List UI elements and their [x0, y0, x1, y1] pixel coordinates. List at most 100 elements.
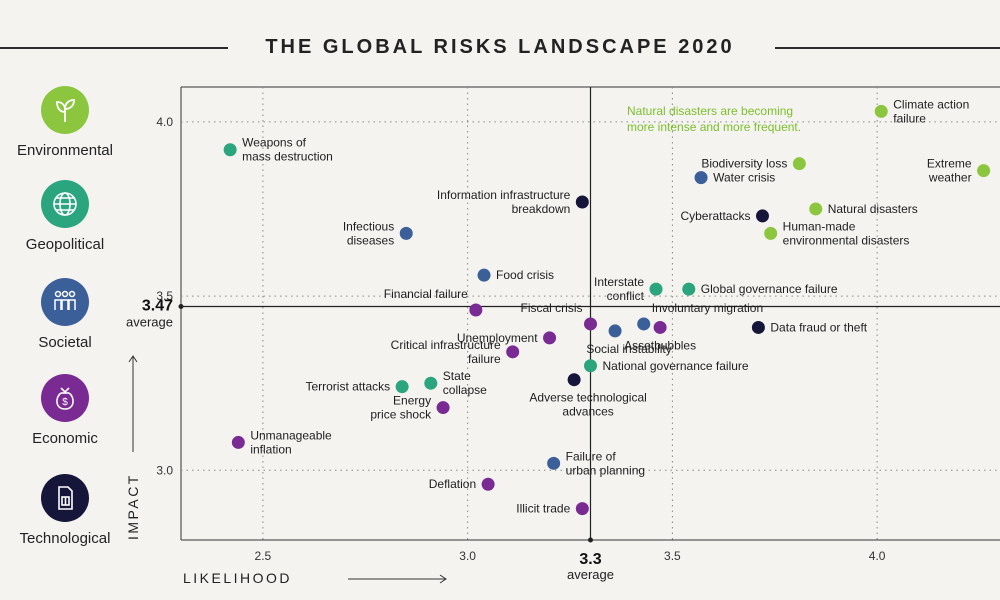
risk-point[interactable]: Assetbubbles [624, 320, 696, 353]
x-tick-label: 2.5 [255, 549, 272, 563]
risk-dot[interactable] [481, 477, 495, 491]
risk-dot[interactable] [809, 202, 823, 216]
risk-dot[interactable] [649, 282, 663, 296]
risk-dot[interactable] [477, 268, 491, 282]
sim-card-icon [41, 474, 89, 522]
risk-label: diseases [347, 233, 394, 247]
risk-dot[interactable] [436, 401, 450, 415]
average-y-marker [178, 304, 184, 310]
x-tick-label: 3.5 [664, 549, 681, 563]
risk-point[interactable]: Data fraud or theft [751, 320, 868, 334]
risk-point[interactable]: Terrorist attacks [305, 380, 409, 394]
risk-label: Financial failure [384, 287, 468, 301]
risk-label: Extreme [927, 157, 972, 171]
title-rule-left [0, 47, 228, 49]
risk-label: Failure of [566, 449, 617, 463]
risk-point[interactable]: Water crisis [694, 171, 776, 185]
average-x-word: average [567, 567, 614, 582]
svg-text:$: $ [62, 397, 68, 408]
risk-label: Food crisis [496, 268, 554, 282]
risk-dot[interactable] [399, 226, 413, 240]
risk-dot[interactable] [575, 195, 589, 209]
risk-dot[interactable] [755, 209, 769, 223]
legend-label: Societal [38, 334, 92, 351]
risk-point[interactable]: Illicit trade [516, 502, 589, 516]
risk-point[interactable]: Deflation [429, 477, 495, 491]
risk-label: inflation [250, 442, 291, 456]
risk-label: National governance failure [603, 359, 749, 373]
risk-point[interactable]: Social instability [586, 324, 672, 356]
risk-point[interactable]: Natural disasters [809, 202, 918, 216]
x-tick-label: 3.0 [459, 549, 476, 563]
risk-dot[interactable] [469, 303, 483, 317]
risk-point[interactable]: Biodiversity loss [701, 157, 806, 171]
x-axis-arrowhead [439, 574, 447, 584]
average-y-word: average [126, 315, 173, 330]
risk-dot[interactable] [231, 435, 245, 449]
risk-label: failure [468, 352, 501, 366]
legend-societal: Societal [0, 278, 130, 351]
risk-label: Data fraud or theft [770, 320, 867, 334]
legend-environmental: Environmental [0, 86, 130, 159]
risk-dot[interactable] [395, 380, 409, 394]
risk-dot[interactable] [751, 320, 765, 334]
risk-point[interactable]: Global governance failure [682, 282, 838, 296]
risk-label: Climate action [893, 97, 969, 111]
y-axis-title: IMPACT [125, 473, 141, 540]
risk-point[interactable]: Unemployment [457, 331, 557, 345]
globe-icon [41, 180, 89, 228]
risk-dot[interactable] [682, 282, 696, 296]
legend-label: Environmental [17, 142, 113, 159]
risk-label: Adverse technological [529, 391, 646, 405]
average-x-value: 3.3 [579, 551, 601, 568]
legend-label: Technological [19, 530, 111, 547]
risk-dot[interactable] [584, 317, 597, 331]
risk-dot[interactable] [792, 157, 806, 171]
risk-dot[interactable] [977, 164, 991, 178]
risk-point[interactable]: Food crisis [477, 268, 555, 282]
risk-label: advances [562, 405, 613, 419]
risk-dot[interactable] [764, 226, 778, 240]
risk-dot[interactable] [637, 317, 651, 331]
risk-point[interactable]: National governance failure [584, 359, 749, 373]
risk-dot[interactable] [584, 359, 597, 373]
risk-dot[interactable] [543, 331, 557, 345]
risk-dot[interactable] [575, 502, 589, 516]
leaf-icon [41, 86, 89, 134]
risk-dot[interactable] [547, 456, 561, 470]
x-axis-title: LIKELIHOOD [183, 570, 292, 586]
legend-economic: $ Economic [0, 374, 130, 447]
risk-dot[interactable] [694, 171, 708, 185]
risk-point[interactable]: Involuntary migration [637, 301, 763, 331]
risk-label: Human-made [783, 219, 856, 233]
risk-label: Involuntary migration [652, 301, 763, 315]
risk-point[interactable]: Financial failure [384, 287, 483, 317]
risk-label: Energy [393, 394, 431, 408]
risk-point[interactable]: Cyberattacks [680, 209, 769, 223]
risk-dot[interactable] [653, 320, 667, 334]
risk-dot[interactable] [874, 104, 888, 118]
risk-label: collapse [443, 383, 487, 397]
risk-dot[interactable] [567, 373, 581, 387]
risk-dot[interactable] [608, 324, 622, 338]
risk-dot[interactable] [424, 376, 438, 390]
risk-point[interactable]: Fiscal crisis [521, 301, 598, 331]
risk-dot[interactable] [506, 345, 520, 359]
risk-dot[interactable] [223, 143, 237, 157]
average-y-value: 3.47 [142, 298, 173, 315]
title-bar: THE GLOBAL RISKS LANDSCAPE 2020 [0, 34, 1000, 62]
